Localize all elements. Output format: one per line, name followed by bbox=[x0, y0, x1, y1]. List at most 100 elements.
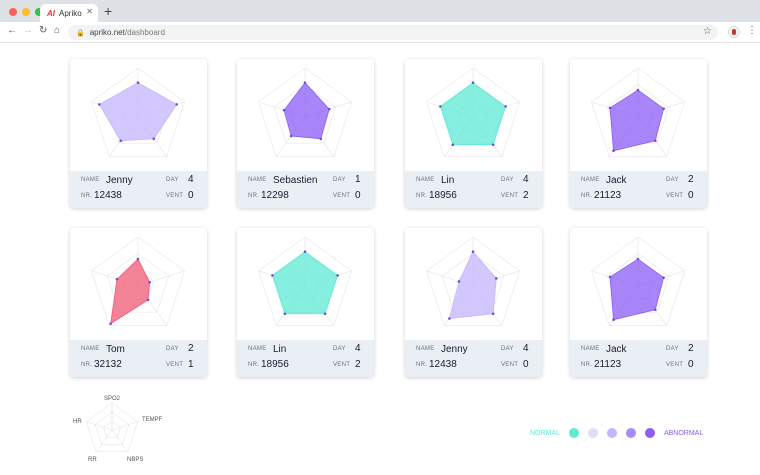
radar-vertex-point bbox=[662, 107, 665, 110]
name-label: NAME bbox=[581, 346, 600, 352]
legend-axis-line bbox=[111, 429, 129, 452]
patient-radar-chart bbox=[257, 67, 353, 157]
radar-grid-ring bbox=[90, 67, 186, 157]
radar-vertex-point bbox=[608, 106, 612, 110]
bookmark-star-icon[interactable]: ☆ bbox=[703, 26, 712, 37]
radar-vertex-point bbox=[336, 274, 339, 277]
day-label: DAY bbox=[501, 346, 514, 352]
radar-vertex-point bbox=[319, 137, 323, 141]
radar-vertex-point bbox=[152, 137, 156, 141]
day-value: 2 bbox=[688, 174, 694, 185]
vent-label: VENT bbox=[333, 362, 351, 368]
patient-card[interactable]: NAME Jack NR. 21123 DAY 2 VENT 0 bbox=[570, 228, 707, 377]
vent-value: 1 bbox=[188, 359, 194, 370]
back-icon[interactable]: ← bbox=[7, 25, 17, 36]
radar-vitals-area bbox=[609, 89, 665, 152]
patient-number: 18956 bbox=[261, 359, 289, 370]
day-label: DAY bbox=[333, 177, 346, 183]
radar-vitals-area bbox=[283, 82, 330, 140]
patient-name: Lin bbox=[273, 344, 287, 355]
close-tab-icon[interactable]: ✕ bbox=[86, 7, 93, 16]
patient-card[interactable]: NAME Sebastien NR. 12298 DAY 1 VENT 0 bbox=[237, 59, 374, 208]
day-label: DAY bbox=[333, 346, 346, 352]
legend-axis-line bbox=[95, 429, 113, 452]
url-path: /dashboard bbox=[124, 28, 165, 37]
radar-vertex-point bbox=[136, 81, 140, 84]
vent-value: 0 bbox=[188, 190, 194, 201]
radar-vertex-point bbox=[457, 280, 461, 283]
patient-radar-chart bbox=[425, 236, 521, 326]
radar-vertex-point bbox=[451, 143, 455, 147]
name-label: NAME bbox=[416, 177, 435, 183]
patient-radar-chart bbox=[257, 236, 353, 326]
legend-abnormal-label: ABNORMAL bbox=[663, 429, 704, 437]
browser-tab[interactable]: AI Apriko ✕ bbox=[40, 4, 98, 22]
maximize-window-icon[interactable] bbox=[35, 8, 43, 16]
day-value: 4 bbox=[188, 174, 194, 185]
radar-vertex-point bbox=[146, 298, 150, 302]
patient-info: NAME Tom NR. 32132 DAY 2 VENT 1 bbox=[70, 340, 207, 377]
legend-dot-5 bbox=[644, 428, 655, 438]
patient-radar-chart bbox=[590, 236, 686, 326]
patient-card[interactable]: NAME Jenny NR. 12438 DAY 4 VENT 0 bbox=[70, 59, 207, 208]
close-window-icon[interactable] bbox=[9, 8, 17, 16]
radar-grid-ring bbox=[590, 67, 686, 157]
patient-card[interactable]: NAME Tom NR. 32132 DAY 2 VENT 1 bbox=[70, 228, 207, 377]
legend-axis-rr: RR bbox=[88, 457, 97, 463]
vent-label: VENT bbox=[166, 362, 184, 368]
nr-label: NR. bbox=[81, 193, 93, 199]
nr-label: NR. bbox=[81, 362, 93, 368]
reload-icon[interactable]: ↻ bbox=[39, 25, 48, 36]
day-value: 4 bbox=[523, 343, 529, 354]
new-tab-button[interactable]: + bbox=[104, 3, 113, 19]
radar-vertex-point bbox=[636, 257, 640, 261]
patient-name: Jack bbox=[606, 344, 627, 355]
vent-label: VENT bbox=[501, 362, 519, 368]
legend-axis-line bbox=[86, 421, 113, 431]
day-label: DAY bbox=[666, 177, 679, 183]
day-value: 4 bbox=[355, 343, 361, 354]
legend-dot-2 bbox=[587, 428, 598, 438]
vent-label: VENT bbox=[666, 362, 684, 368]
radar-vertex-point bbox=[448, 317, 451, 320]
address-bar[interactable]: 🔒 apriko.net/dashboard bbox=[68, 25, 718, 40]
radar-vertex-point bbox=[471, 250, 475, 253]
radar-grid-ring bbox=[257, 67, 353, 157]
nr-label: NR. bbox=[416, 362, 428, 368]
radar-vertex-point bbox=[148, 280, 151, 284]
name-label: NAME bbox=[248, 177, 267, 183]
home-icon[interactable]: ⌂ bbox=[54, 25, 61, 36]
radar-vertex-point bbox=[653, 139, 657, 143]
window-controls bbox=[9, 8, 43, 16]
day-value: 4 bbox=[523, 174, 529, 185]
legend-axis-nbps: NBPS bbox=[127, 457, 143, 463]
patient-name: Tom bbox=[106, 344, 125, 355]
radar-vitals-area bbox=[439, 82, 507, 146]
patient-info: NAME Jack NR. 21123 DAY 2 VENT 0 bbox=[570, 171, 707, 208]
radar-vertex-point bbox=[119, 139, 123, 143]
profile-avatar[interactable] bbox=[728, 26, 740, 38]
radar-grid-ring bbox=[106, 253, 170, 313]
name-label: NAME bbox=[81, 346, 100, 352]
browser-toolbar: ← → ↻ ⌂ 🔒 apriko.net/dashboard ☆ ⋮ bbox=[0, 22, 760, 43]
browser-menu-icon[interactable]: ⋮ bbox=[747, 25, 757, 36]
vent-label: VENT bbox=[666, 193, 684, 199]
patient-card[interactable]: NAME Jenny NR. 12438 DAY 4 VENT 0 bbox=[405, 228, 542, 377]
radar-vertex-point bbox=[491, 143, 495, 147]
patient-card[interactable]: NAME Jack NR. 21123 DAY 2 VENT 0 bbox=[570, 59, 707, 208]
patient-card[interactable]: NAME Lin NR. 18956 DAY 4 VENT 2 bbox=[237, 228, 374, 377]
radar-vertex-point bbox=[271, 274, 274, 277]
radar-vertex-point bbox=[323, 312, 327, 316]
radar-vertex-point bbox=[439, 105, 442, 108]
radar-vertex-point bbox=[612, 318, 615, 321]
patient-card[interactable]: NAME Lin NR. 18956 DAY 4 VENT 2 bbox=[405, 59, 542, 208]
legend-axis-spo2: SPO2 bbox=[104, 396, 121, 402]
radar-vertex-point bbox=[98, 103, 101, 106]
nr-label: NR. bbox=[248, 362, 260, 368]
radar-vitals-area bbox=[609, 258, 665, 321]
radar-vertex-point bbox=[283, 312, 287, 316]
minimize-window-icon[interactable] bbox=[22, 8, 30, 16]
forward-icon[interactable]: → bbox=[23, 25, 33, 36]
patient-name: Jenny bbox=[441, 344, 468, 355]
radar-vertex-point bbox=[289, 134, 293, 138]
